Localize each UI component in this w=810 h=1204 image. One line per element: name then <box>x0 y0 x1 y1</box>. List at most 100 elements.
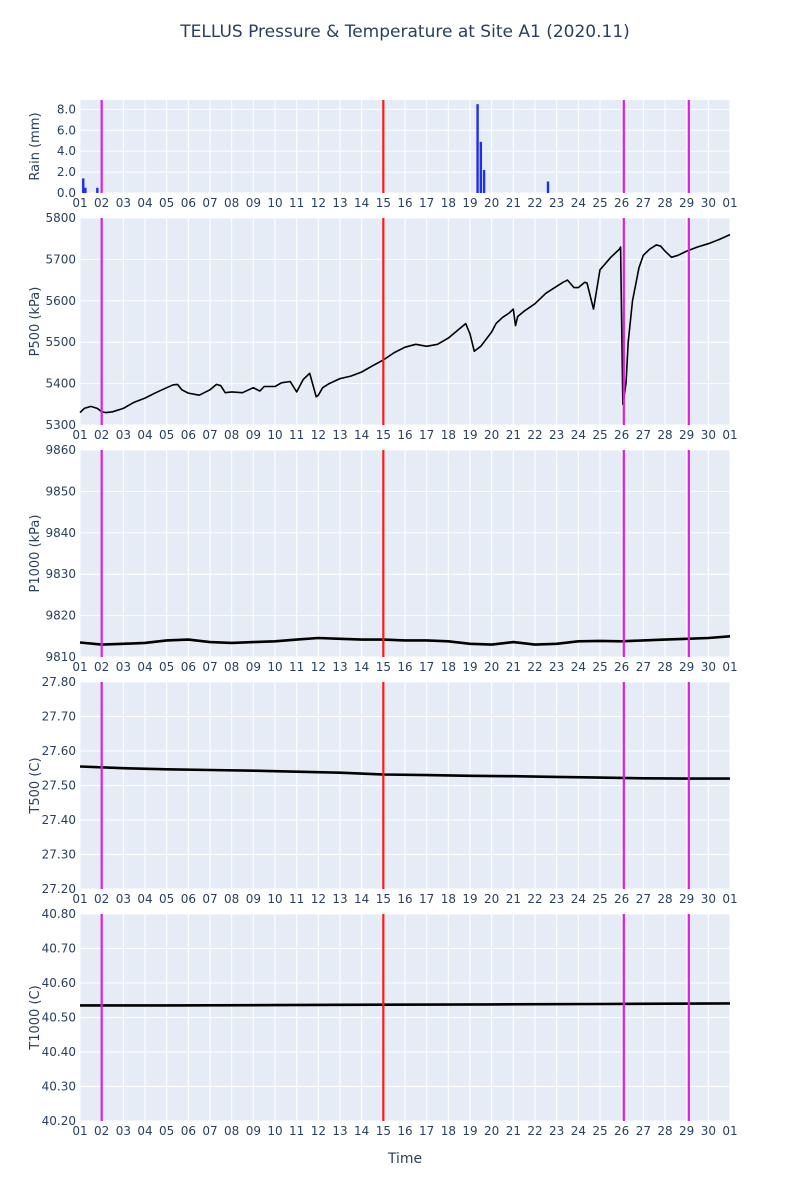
x-tick-label: 04 <box>137 660 152 674</box>
x-tick-label: 26 <box>614 196 629 210</box>
x-tick-label: 18 <box>441 892 456 906</box>
x-tick-label: 04 <box>137 1124 152 1138</box>
x-tick-label: 08 <box>224 196 239 210</box>
x-tick-label: 13 <box>332 660 347 674</box>
x-tick-label: 02 <box>94 660 109 674</box>
x-tick-label: 08 <box>224 428 239 442</box>
x-tick-label: 22 <box>527 892 542 906</box>
x-tick-label: 21 <box>506 1124 521 1138</box>
x-tick-label: 24 <box>571 1124 586 1138</box>
y-tick-label: 27.50 <box>42 779 76 793</box>
x-tick-label: 01 <box>722 892 737 906</box>
x-tick-label: 30 <box>701 660 716 674</box>
x-tick-label: 21 <box>506 660 521 674</box>
x-tick-label: 15 <box>376 892 391 906</box>
x-tick-label: 20 <box>484 1124 499 1138</box>
x-tick-label: 24 <box>571 892 586 906</box>
y-axis-title: P1000 (kPa) <box>28 515 43 593</box>
panel-t1000: 01 02 03 04 05 06 07 08 09 10 11 12 13 14 15 16 17 18 19 20… <box>28 907 738 1138</box>
x-tick-label: 28 <box>657 1124 672 1138</box>
x-tick-label: 28 <box>657 660 672 674</box>
x-tick-label: 05 <box>159 196 174 210</box>
x-tick-label: 03 <box>116 196 131 210</box>
x-tick-label: 02 <box>94 196 109 210</box>
x-tick-label: 23 <box>549 892 564 906</box>
x-tick-label: 09 <box>246 1124 261 1138</box>
x-tick-label: 07 <box>202 892 217 906</box>
y-tick-label: 27.40 <box>42 813 76 827</box>
x-tick-label: 01 <box>72 1124 87 1138</box>
x-tick-label: 08 <box>224 660 239 674</box>
x-tick-label: 11 <box>289 892 304 906</box>
x-tick-label: 24 <box>571 660 586 674</box>
chart-title: TELLUS Pressure & Temperature at Site A1… <box>179 22 630 42</box>
x-tick-label: 30 <box>701 892 716 906</box>
x-tick-label: 24 <box>571 428 586 442</box>
x-tick-label: 12 <box>311 428 326 442</box>
x-tick-label: 09 <box>246 892 261 906</box>
x-tick-label: 13 <box>332 1124 347 1138</box>
x-tick-label: 24 <box>571 196 586 210</box>
x-tick-label: 25 <box>592 892 607 906</box>
x-axis-title: Time <box>387 1151 422 1167</box>
x-tick-label: 30 <box>701 1124 716 1138</box>
x-tick-label: 19 <box>462 428 477 442</box>
x-tick-label: 19 <box>462 892 477 906</box>
x-tick-label: 02 <box>94 428 109 442</box>
rain-bar <box>476 104 479 193</box>
x-tick-label: 18 <box>441 428 456 442</box>
x-tick-label: 18 <box>441 1124 456 1138</box>
x-tick-label: 14 <box>354 196 369 210</box>
y-tick-label: 27.70 <box>42 710 76 724</box>
x-tick-label: 21 <box>506 428 521 442</box>
y-axis-title: P500 (kPa) <box>28 287 43 357</box>
x-tick-label: 17 <box>419 196 434 210</box>
series-line-t500 <box>79 765 730 780</box>
x-tick-label: 28 <box>657 892 672 906</box>
x-tick-label: 06 <box>181 196 196 210</box>
x-tick-label: 08 <box>224 1124 239 1138</box>
x-tick-label: 17 <box>419 892 434 906</box>
y-tick-label: 8.0 <box>57 102 76 116</box>
x-tick-label: 14 <box>354 428 369 442</box>
x-tick-label: 09 <box>246 660 261 674</box>
y-tick-label: 27.20 <box>42 882 76 896</box>
y-tick-label: 9860 <box>45 443 76 457</box>
x-tick-label: 18 <box>441 196 456 210</box>
panel-p1000: 01 02 03 04 05 06 07 08 09 10 11 12 13 14 15 16 17 18 19 20… <box>28 443 738 674</box>
x-tick-label: 20 <box>484 196 499 210</box>
x-tick-label: 09 <box>246 428 261 442</box>
x-tick-label: 28 <box>657 196 672 210</box>
x-tick-label: 19 <box>462 196 477 210</box>
x-tick-label: 09 <box>246 196 261 210</box>
y-tick-label: 5300 <box>45 418 76 432</box>
rain-bar <box>546 181 550 193</box>
x-tick-label: 26 <box>614 428 629 442</box>
rain-bar <box>84 187 87 193</box>
x-tick-label: 27 <box>636 1124 651 1138</box>
x-tick-label: 14 <box>354 892 369 906</box>
x-tick-label: 04 <box>137 428 152 442</box>
x-tick-label: 25 <box>592 196 607 210</box>
x-tick-label: 14 <box>354 660 369 674</box>
x-tick-label: 10 <box>267 892 282 906</box>
x-tick-label: 30 <box>701 428 716 442</box>
x-tick-label: 11 <box>289 1124 304 1138</box>
x-tick-label: 22 <box>527 196 542 210</box>
x-tick-label: 15 <box>376 428 391 442</box>
x-tick-label: 27 <box>636 660 651 674</box>
x-tick-label: 13 <box>332 428 347 442</box>
x-tick-label: 07 <box>202 428 217 442</box>
rain-bar <box>479 141 483 193</box>
x-tick-label: 15 <box>376 660 391 674</box>
x-tick-label: 12 <box>311 1124 326 1138</box>
x-tick-label: 06 <box>181 1124 196 1138</box>
x-tick-label: 10 <box>267 660 282 674</box>
y-tick-label: 5600 <box>45 294 76 308</box>
x-tick-label: 15 <box>376 1124 391 1138</box>
x-tick-label: 11 <box>289 196 304 210</box>
x-tick-label: 28 <box>657 428 672 442</box>
x-tick-label: 06 <box>181 428 196 442</box>
y-tick-label: 40.60 <box>42 976 76 990</box>
x-tick-label: 25 <box>592 660 607 674</box>
